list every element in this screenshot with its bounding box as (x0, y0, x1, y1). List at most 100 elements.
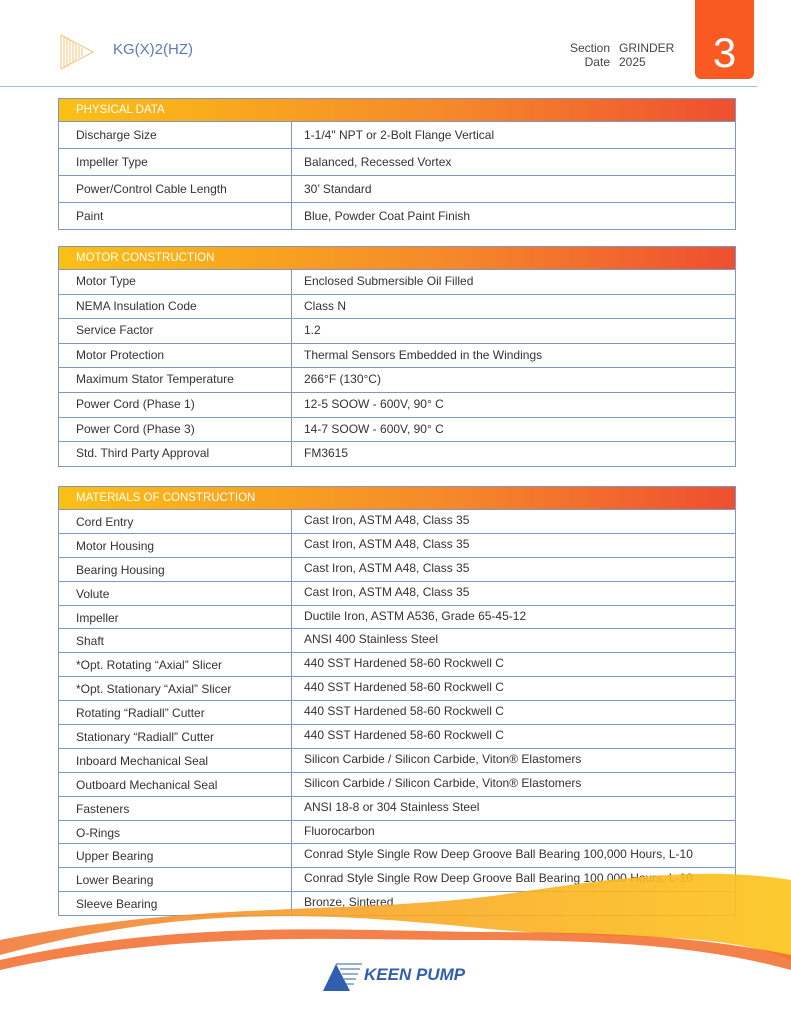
spec-label: Power Cord (Phase 3) (59, 417, 292, 442)
spec-label: Paint (59, 203, 292, 229)
motor-construction-table: MOTOR CONSTRUCTION Motor Type Enclosed Sub… (58, 246, 736, 467)
table-row: Fasteners ANSI 18-8 or 304 Stainless Stee… (59, 795, 735, 820)
table-row: Motor Type Enclosed Submersible Oil Fille… (59, 269, 735, 294)
spec-label: Impeller Type (59, 149, 292, 175)
spec-label: Fasteners (59, 796, 292, 820)
table-row: *Opt. Rotating “Axial” Slicer 440 SST Har… (59, 652, 735, 677)
spec-label: Rotating “Radiall” Cutter (59, 701, 292, 725)
table-row: Shaft ANSI 400 Stainless Steel (59, 628, 735, 653)
spec-value: Enclosed Submersible Oil Filled (304, 274, 474, 288)
table-row: Service Factor 1.2 (59, 318, 735, 343)
spec-value: FM3615 (304, 446, 349, 461)
table-row: Volute Cast Iron, ASTM A48, Class 35 (59, 580, 735, 605)
table-row: Maximum Stator Temperature 266°F (130°C) (59, 367, 735, 392)
spec-value: 440 SST Hardened 58-60 Rockwell C (304, 704, 504, 719)
table-row: Impeller Type Balanced, Recessed Vortex (59, 148, 735, 175)
spec-label: NEMA Insulation Code (59, 294, 292, 319)
spec-value: Balanced, Recessed Vortex (304, 155, 452, 169)
table-row: Bearing Housing Cast Iron, ASTM A48, Clas… (59, 556, 735, 581)
spec-label: Lower Bearing (59, 868, 292, 892)
table-row: Lower Bearing Conrad Style Single Row Dee… (59, 867, 735, 892)
spec-value: Fluorocarbon (304, 823, 375, 838)
spec-label: Std. Third Party Approval (59, 442, 292, 466)
spec-label: Stationary “Radiall” Cutter (59, 725, 292, 748)
spec-value: 440 SST Hardened 58-60 Rockwell C (304, 656, 504, 671)
table-row: Upper Bearing Conrad Style Single Row Dee… (59, 843, 735, 868)
spec-value: Conrad Style Single Row Deep Groove Ball… (304, 847, 693, 862)
table-row: Impeller Ductile Iron, ASTM A536, Grade 6… (59, 604, 735, 629)
table-row: Outboard Mechanical Seal Silicon Carbide … (59, 771, 735, 796)
spec-label: Upper Bearing (59, 844, 292, 868)
date-label: Date (584, 55, 610, 69)
spec-value: Cast Iron, ASTM A48, Class 35 (304, 536, 470, 551)
spec-value: Ductile Iron, ASTM A536, Grade 65-45-12 (304, 608, 527, 623)
spec-label: Maximum Stator Temperature (59, 368, 292, 392)
spec-label: *Opt. Stationary “Axial” Slicer (59, 677, 292, 701)
section-value: GRINDER (619, 41, 675, 55)
materials-table: MATERIALS OF CONSTRUCTION Cord Entry Cast … (58, 486, 736, 917)
spec-label: Volute (59, 581, 292, 605)
spec-value: 266°F (130°C) (304, 372, 381, 387)
spec-label: Motor Housing (59, 533, 292, 557)
spec-label: Shaft (59, 629, 292, 653)
spec-label: O-Rings (59, 820, 292, 844)
spec-label: Power Cord (Phase 1) (59, 392, 292, 417)
spec-value: 30’ Standard (304, 182, 372, 196)
spec-label: Motor Type (59, 270, 292, 294)
table-header: PHYSICAL DATA (59, 99, 735, 121)
spec-label: Discharge Size (59, 122, 292, 148)
spec-value: Blue, Powder Coat Paint Finish (304, 209, 471, 223)
spec-label: Cord Entry (59, 510, 292, 533)
header-divider (0, 86, 757, 87)
table-row: *Opt. Stationary “Axial” Slicer 440 SST H… (59, 676, 735, 701)
spec-label: Outboard Mechanical Seal (59, 772, 292, 796)
table-row: Discharge Size 1-1/4" NPT or 2-Bolt Flang… (59, 121, 735, 148)
triangle-logo-icon (60, 34, 94, 70)
model-name: KG(X)2(HZ) (113, 41, 193, 58)
table-row: Rotating “Radiall” Cutter 440 SST Hardene… (59, 700, 735, 725)
table-header: MOTOR CONSTRUCTION (59, 247, 735, 269)
spec-value: 440 SST Hardened 58-60 Rockwell C (304, 680, 504, 695)
spec-value: Silicon Carbide / Silicon Carbide, Viton… (304, 775, 582, 790)
table-row: O-Rings Fluorocarbon (59, 819, 735, 844)
spec-label: Power/Control Cable Length (59, 176, 292, 202)
table-row: Paint Blue, Powder Coat Paint Finish (59, 202, 735, 229)
spec-value: ANSI 400 Stainless Steel (304, 632, 439, 647)
spec-label: Motor Protection (59, 343, 292, 368)
table-row: Power Cord (Phase 3) 14-7 SOOW - 600V, 90… (59, 416, 735, 442)
spec-value: Cast Iron, ASTM A48, Class 35 (304, 513, 470, 527)
spec-value: Thermal Sensors Embedded in the Windings (304, 347, 543, 362)
spec-label: *Opt. Rotating “Axial” Slicer (59, 653, 292, 677)
spec-value: Cast Iron, ASTM A48, Class 35 (304, 560, 470, 575)
spec-label: Bearing Housing (59, 557, 292, 581)
spec-value: Class N (304, 298, 347, 313)
section-number-badge: 3 (695, 0, 754, 79)
table-header: MATERIALS OF CONSTRUCTION (59, 487, 735, 509)
spec-value: 1.2 (304, 323, 321, 338)
spec-label: Inboard Mechanical Seal (59, 748, 292, 772)
table-row: Power/Control Cable Length 30’ Standard (59, 175, 735, 202)
spec-label: Service Factor (59, 319, 292, 343)
spec-value: 1-1/4" NPT or 2-Bolt Flange Vertical (304, 128, 495, 142)
brand-name: KEEN PUMP (364, 965, 466, 984)
keen-pump-logo-icon (323, 963, 362, 991)
table-row: Motor Housing Cast Iron, ASTM A48, Class … (59, 532, 735, 557)
table-row: Motor Protection Thermal Sensors Embedded… (59, 342, 735, 368)
table-row: Cord Entry Cast Iron, ASTM A48, Class 35 (59, 509, 735, 533)
spec-value: 14-7 SOOW - 600V, 90° C (304, 421, 444, 436)
spec-value: ANSI 18-8 or 304 Stainless Steel (304, 799, 480, 814)
spec-value: 440 SST Hardened 58-60 Rockwell C (304, 728, 504, 743)
decorative-swoosh (0, 873, 791, 970)
section-label: Section (569, 41, 610, 55)
spec-value: 12-5 SOOW - 600V, 90° C (304, 396, 444, 411)
spec-value: Cast Iron, ASTM A48, Class 35 (304, 584, 470, 599)
spec-label: Sleeve Bearing (59, 892, 292, 916)
spec-value: Silicon Carbide / Silicon Carbide, Viton… (304, 751, 582, 766)
table-row: Std. Third Party Approval FM3615 (59, 441, 735, 466)
table-row: Power Cord (Phase 1) 12-5 SOOW - 600V, 90… (59, 391, 735, 417)
physical-data-table: PHYSICAL DATA Discharge Size 1-1/4" NPT or… (58, 98, 736, 230)
date-value: 2025 (619, 55, 646, 69)
table-row: NEMA Insulation Code Class N (59, 293, 735, 319)
table-row: Inboard Mechanical Seal Silicon Carbide /… (59, 747, 735, 772)
